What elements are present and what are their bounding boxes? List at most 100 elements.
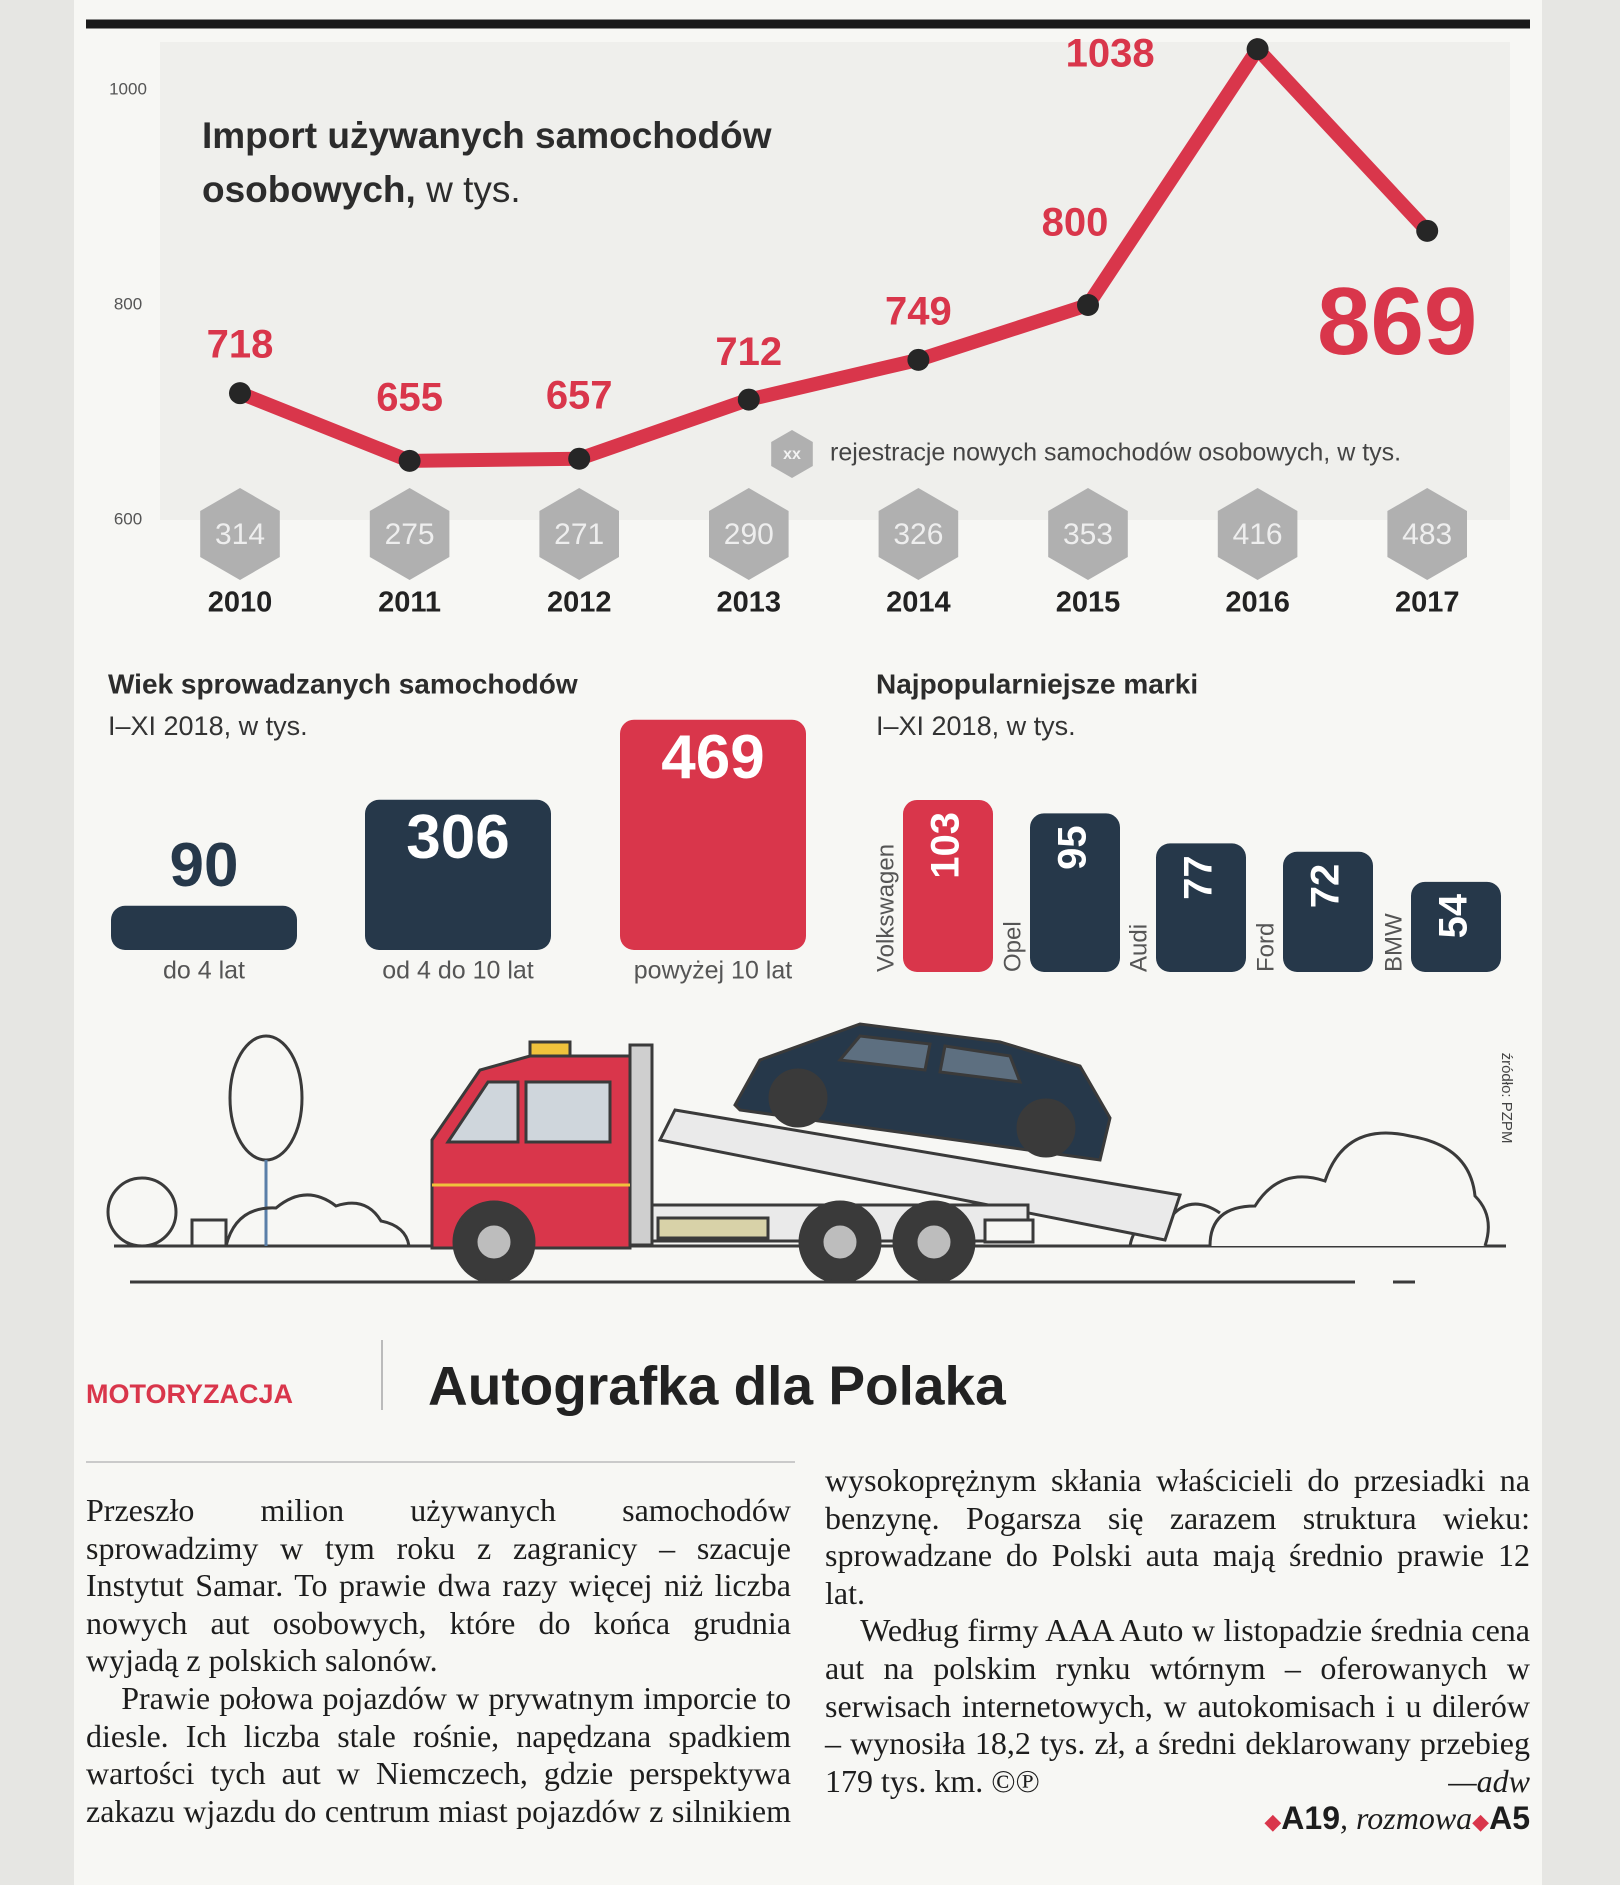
x-tick-label: 2016 — [1225, 587, 1290, 619]
tree — [228, 1034, 304, 1162]
article-body: Przeszło milion używanych samochodów spr… — [86, 1462, 1530, 1854]
car — [733, 1022, 1112, 1162]
bar — [111, 905, 297, 950]
point — [907, 348, 930, 371]
x-tick-label: 2017 — [1395, 587, 1460, 619]
headline: Autografka dla Polaka — [428, 1355, 1006, 1417]
bar — [903, 799, 993, 972]
bar — [620, 719, 806, 950]
crane-post — [628, 1043, 654, 1247]
hexagon — [1387, 488, 1467, 580]
chart-subtitle: I–XI 2018, w tys. — [876, 711, 1076, 741]
line — [237, 37, 1433, 468]
data-label: 655 — [376, 375, 443, 419]
data-label: 306 — [406, 803, 509, 872]
data-label: 712 — [715, 330, 782, 374]
hexagon-label: 314 — [215, 518, 265, 551]
hub — [474, 1222, 514, 1262]
legend-marker-label: xx — [783, 446, 801, 463]
bar — [1411, 881, 1501, 972]
data-label: 749 — [885, 289, 952, 333]
data-label: 54 — [1432, 893, 1476, 938]
section-label: MOTORYZACJA — [86, 1379, 293, 1409]
ref: A19 — [1281, 1800, 1340, 1837]
hub — [820, 1222, 860, 1262]
data-label: 77 — [1177, 855, 1221, 900]
hexagon-label: 353 — [1063, 518, 1113, 551]
category-label: Ford — [1252, 923, 1279, 972]
paragraph: Prawie połowa pojazdów w prywatnym impor… — [86, 1462, 1530, 1829]
window — [445, 1080, 520, 1144]
ramp — [657, 1108, 1182, 1242]
hexagon-label: 271 — [554, 518, 604, 551]
x-tick-label: 2011 — [378, 587, 441, 619]
legend-label: rejestracje nowych samochodów osobowych,… — [830, 439, 1401, 467]
category-label: od 4 do 10 lat — [382, 957, 534, 985]
y-tick-label: 600 — [114, 509, 142, 528]
bush — [1208, 1131, 1490, 1247]
y-tick-label: 1000 — [109, 79, 147, 98]
chart-subtitle: I–XI 2018, w tys. — [108, 711, 308, 741]
chart-title: Wiek sprowadzanych samochodów — [108, 668, 578, 699]
bar — [365, 799, 551, 950]
category-label: do 4 lat — [163, 957, 245, 985]
category-label: powyżej 10 lat — [634, 957, 792, 985]
data-label: 72 — [1304, 864, 1348, 909]
point — [1416, 219, 1439, 242]
car-window — [938, 1044, 1023, 1084]
refs: ◆A19, rozmowa◆A5 — [1264, 1800, 1530, 1837]
bench — [190, 1218, 228, 1248]
y-tick-label: 800 — [114, 294, 142, 313]
chart-title: Najpopularniejsze marki — [876, 668, 1198, 699]
hexagon — [200, 488, 280, 580]
legend-marker — [771, 430, 813, 478]
data-label: 657 — [546, 373, 613, 417]
data-label: 718 — [207, 323, 274, 367]
illustration — [106, 1022, 1506, 1284]
paragraph-text: Według firmy AAA Auto w listopadzie śred… — [825, 1612, 1530, 1799]
data-label: 869 — [1317, 268, 1477, 375]
car-window — [837, 1034, 932, 1072]
chart-panel — [160, 42, 1510, 520]
x-tick-label: 2015 — [1056, 587, 1121, 619]
beacon — [528, 1040, 572, 1058]
hexagon-label: 483 — [1402, 518, 1452, 551]
x-tick-label: 2010 — [208, 587, 273, 619]
data-label: 90 — [170, 831, 239, 900]
category-label: BMW — [1380, 913, 1407, 972]
hexagon-label: 275 — [385, 518, 435, 551]
hexagon — [878, 488, 959, 580]
toolbox — [656, 1216, 770, 1240]
car-wheel — [1016, 1098, 1076, 1158]
hexagon-label: 326 — [893, 518, 943, 551]
ref: A5 — [1489, 1800, 1530, 1837]
x-tick-label: 2014 — [886, 587, 951, 619]
chart-title-part: Import używanych samochodów — [202, 115, 772, 156]
point — [737, 388, 760, 411]
point — [229, 382, 251, 405]
chart-title: Import używanych samochodów — [202, 115, 772, 156]
point — [398, 449, 421, 472]
category-label: Audi — [1125, 924, 1152, 972]
car-wheel — [768, 1068, 828, 1128]
hexagon — [1217, 488, 1298, 580]
x-tick-label: 2012 — [547, 587, 612, 619]
data-label: 103 — [924, 812, 968, 879]
paragraph: Przeszło milion używanych samochodów spr… — [86, 1492, 791, 1679]
author: —adw — [1448, 1762, 1530, 1799]
hexagon-label: 416 — [1233, 518, 1283, 551]
bar — [1156, 843, 1246, 972]
data-label: 469 — [661, 723, 764, 792]
hexagon — [709, 488, 789, 580]
ref: , rozmowa — [1340, 1800, 1473, 1837]
data-label: 800 — [1042, 201, 1109, 245]
hexagon-label: 290 — [724, 518, 774, 551]
bar — [1030, 813, 1120, 972]
point — [568, 447, 591, 470]
hexagon — [369, 488, 450, 580]
chart-title-part: osobowych, — [202, 169, 426, 210]
data-label: 95 — [1051, 825, 1095, 870]
window — [524, 1080, 612, 1144]
bar — [1283, 851, 1373, 972]
